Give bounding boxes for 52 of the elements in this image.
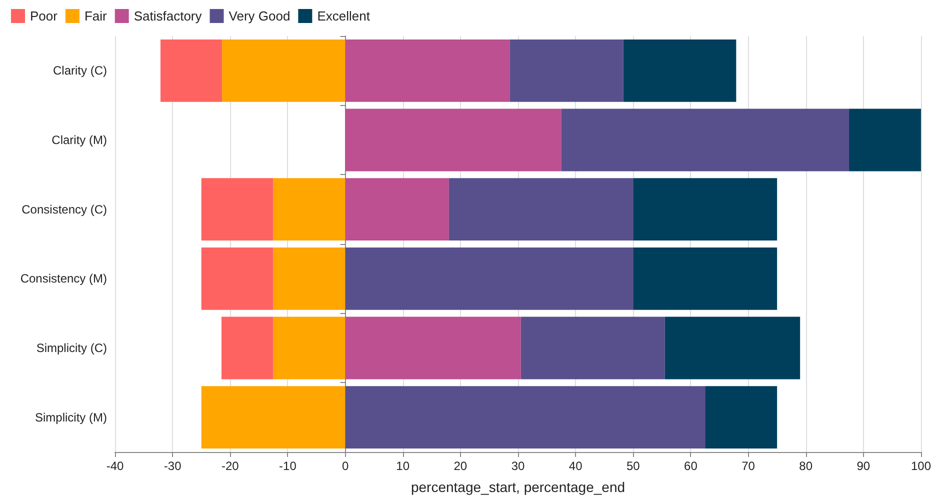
x-tick-label: 30 [511,459,525,473]
legend-label: Very Good [228,8,290,24]
y-tick-label: Clarity (C) [53,64,107,78]
bar [448,178,634,241]
bar [520,316,665,380]
bar [705,386,778,449]
bar [345,178,449,241]
x-tick-label: 20 [454,459,468,473]
bar [664,316,800,380]
bar [222,39,346,102]
bar [201,247,274,310]
x-tick-label: -40 [106,459,124,473]
bar [222,316,274,380]
x-tick-label: -20 [221,459,240,473]
x-tick-label: 100 [910,459,932,473]
x-tick-label: 90 [856,459,870,473]
y-tick-label: Simplicity (C) [36,341,107,355]
y-tick-label: Consistency (C) [22,202,107,216]
bar [623,39,736,102]
x-axis-title: percentage_start, percentage_end [410,479,626,495]
y-tick-label: Clarity (M) [52,133,107,147]
legend-label: Excellent [317,8,370,24]
x-tick-label: 40 [568,459,583,473]
bar [561,108,850,172]
x-tick-label: 80 [799,459,813,473]
bar [345,316,521,380]
bar [510,39,624,102]
bar [201,386,346,449]
x-tick-label: 10 [396,459,410,473]
x-tick-label: 50 [626,459,640,473]
x-tick-label: -10 [279,459,297,473]
x-tick-label: 0 [342,459,349,473]
bar [273,316,346,380]
bar [201,178,274,241]
bar [273,247,346,310]
bar [273,178,346,241]
x-tick-label: -30 [164,459,182,473]
bar [160,39,222,102]
x-tick-label: 70 [742,459,756,473]
y-tick-label: Consistency (M) [20,272,107,286]
y-tick-label: Simplicity (M) [35,410,107,424]
bar [849,108,921,172]
legend-label: Poor [30,8,58,24]
legend-label: Fair [84,8,108,24]
bar [345,39,510,102]
legend-label: Satisfactory [134,8,202,24]
bar [633,247,778,310]
bar [345,247,634,310]
bar [345,386,706,449]
x-tick-label: 60 [684,459,698,473]
bar [345,108,562,172]
bar [633,178,778,241]
